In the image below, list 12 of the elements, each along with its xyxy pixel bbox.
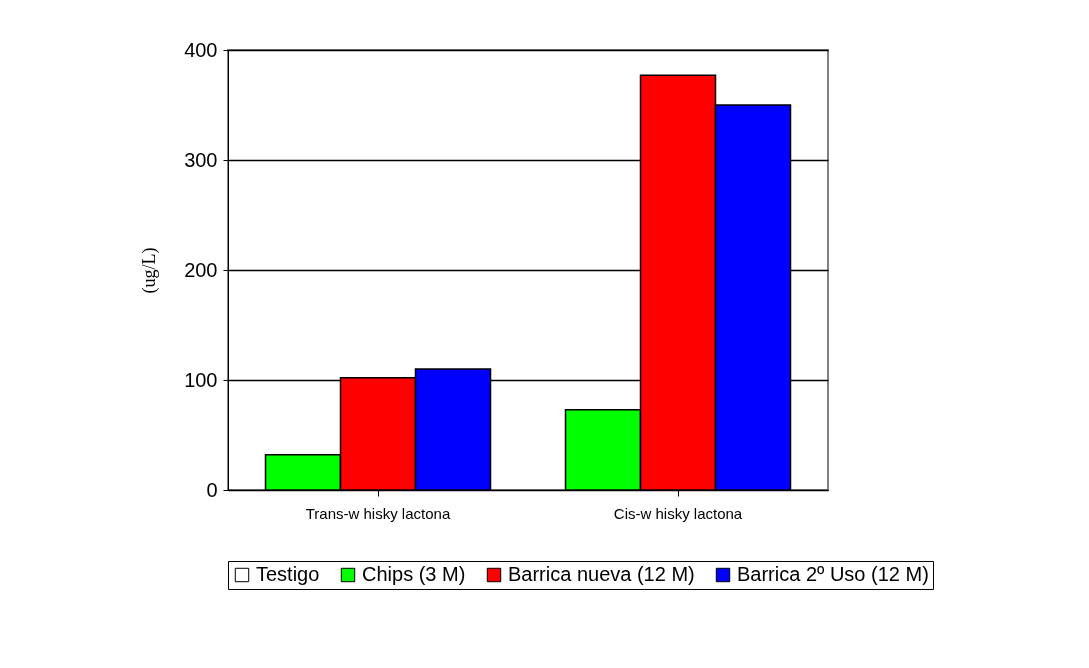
y-tick-label: 400 <box>184 38 218 61</box>
legend-label: Chips (3 M) <box>362 563 466 585</box>
x-tick-label: Trans-w hisky lactona <box>305 504 451 522</box>
y-tick-label: 100 <box>184 368 218 391</box>
legend-label: Testigo <box>256 563 320 585</box>
y-tick-label: 300 <box>184 148 218 171</box>
y-tick-label: 0 <box>206 478 218 501</box>
x-tick-label: Cis-w hisky lactona <box>613 504 743 522</box>
y-axis-title: (ug/L) <box>139 247 161 294</box>
legend-label: Barrica 2º Uso (12 M) <box>737 563 929 585</box>
legend-label: Barrica nueva (12 M) <box>508 563 695 585</box>
y-tick-label: 200 <box>184 258 218 281</box>
